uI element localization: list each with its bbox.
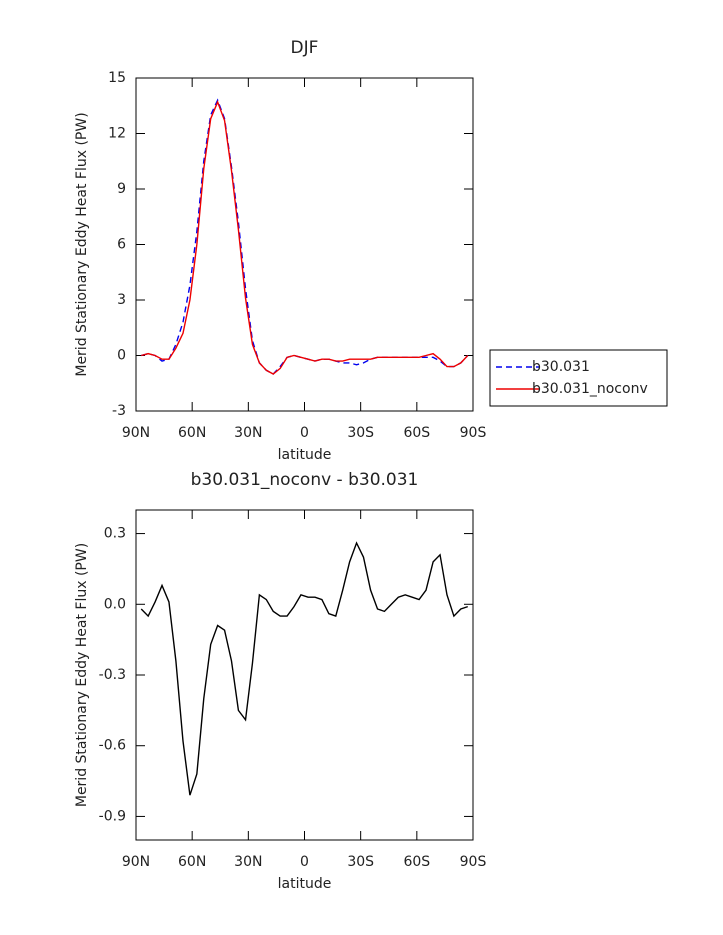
x-tick-label: 0	[300, 425, 309, 441]
y-axis-label: Merid Stationary Eddy Heat Flux (PW)	[74, 112, 90, 376]
x-tick-label: 60N	[178, 425, 206, 441]
legend-box	[489, 349, 668, 407]
x-tick-label: 60N	[178, 854, 206, 870]
x-tick-label: 90S	[460, 425, 487, 441]
x-tick-label: 30S	[347, 854, 374, 870]
data-line	[141, 100, 469, 375]
data-line	[141, 98, 469, 375]
y-tick-label: -3	[112, 403, 126, 419]
y-tick-label: -0.6	[99, 738, 126, 754]
y-tick-label: -0.3	[99, 667, 126, 683]
plot-frame	[135, 509, 474, 841]
y-axis-label: Merid Stationary Eddy Heat Flux (PW)	[74, 543, 90, 807]
x-axis-label: latitude	[278, 876, 332, 892]
y-tick-label: 6	[117, 237, 126, 253]
plot-frame	[135, 77, 474, 412]
y-tick-label: 12	[108, 126, 126, 142]
y-tick-label: 15	[108, 70, 126, 86]
x-tick-label: 90S	[460, 854, 487, 870]
y-tick-label: 0.3	[104, 526, 126, 542]
x-axis-label: latitude	[278, 447, 332, 463]
x-tick-label: 60S	[403, 425, 430, 441]
chart-title: DJF	[291, 38, 319, 58]
chart-title: b30.031_noconv - b30.031	[191, 470, 419, 490]
data-line	[140, 541, 468, 796]
x-tick-label: 90N	[122, 854, 150, 870]
x-tick-label: 30S	[347, 425, 374, 441]
y-tick-label: 9	[117, 181, 126, 197]
legend-label: b30.031	[532, 359, 590, 375]
y-tick-label: 0.0	[104, 596, 126, 612]
x-tick-label: 30N	[234, 425, 262, 441]
y-tick-label: 0	[117, 348, 126, 364]
x-tick-label: 90N	[122, 425, 150, 441]
y-tick-label: 3	[117, 292, 126, 308]
y-tick-label: -0.9	[99, 808, 126, 824]
x-tick-label: 60S	[403, 854, 430, 870]
x-tick-label: 0	[300, 854, 309, 870]
x-tick-label: 30N	[234, 854, 262, 870]
legend-label: b30.031_noconv	[532, 381, 648, 397]
